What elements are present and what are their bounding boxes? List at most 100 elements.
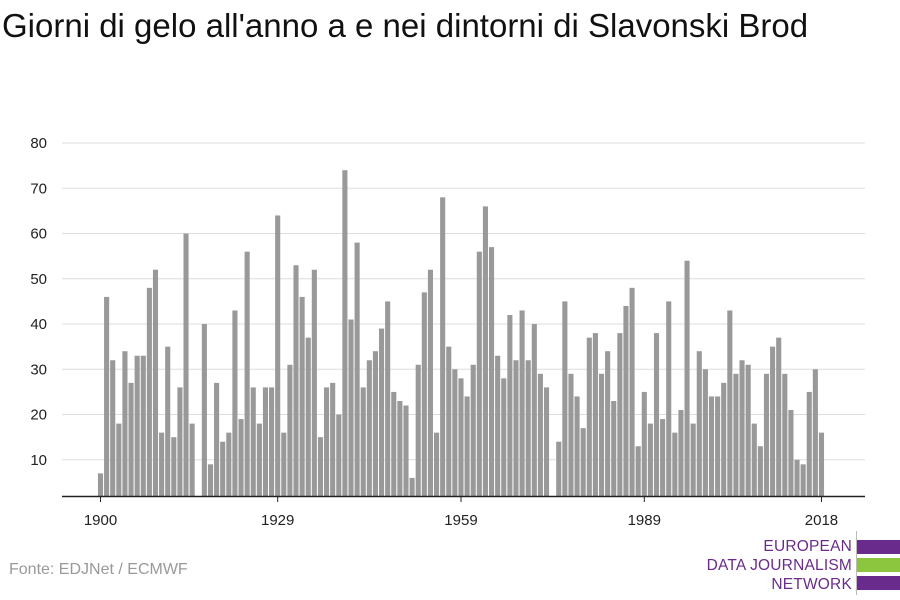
bar-1951[interactable] bbox=[409, 477, 415, 496]
bar-2013[interactable] bbox=[788, 410, 794, 496]
bar-1962[interactable] bbox=[476, 251, 482, 496]
bar-1975[interactable] bbox=[556, 441, 562, 496]
bar-2003[interactable] bbox=[727, 310, 733, 496]
bar-1973[interactable] bbox=[543, 387, 550, 496]
bar-1984[interactable] bbox=[611, 400, 617, 496]
bar-1940[interactable] bbox=[342, 170, 348, 496]
bar-1937[interactable] bbox=[324, 387, 330, 496]
bar-1994[interactable] bbox=[672, 432, 678, 496]
bar-1901[interactable] bbox=[104, 296, 110, 496]
bar-1949[interactable] bbox=[397, 400, 403, 496]
bar-1913[interactable] bbox=[177, 387, 183, 496]
bar-1963[interactable] bbox=[482, 206, 488, 496]
bar-1968[interactable] bbox=[513, 360, 519, 496]
bar-1986[interactable] bbox=[623, 305, 629, 496]
bar-1924[interactable] bbox=[244, 251, 250, 496]
bar-1941[interactable] bbox=[348, 319, 354, 496]
bar-1969[interactable] bbox=[519, 310, 525, 496]
bar-1915[interactable] bbox=[189, 423, 195, 496]
bar-1907[interactable] bbox=[140, 355, 146, 496]
bar-1900[interactable] bbox=[97, 473, 104, 497]
bar-1954[interactable] bbox=[427, 269, 433, 496]
bar-1944[interactable] bbox=[366, 360, 372, 496]
bar-1970[interactable] bbox=[525, 360, 531, 496]
bar-1965[interactable] bbox=[495, 355, 501, 496]
bar-2015[interactable] bbox=[800, 464, 806, 496]
bar-1933[interactable] bbox=[299, 296, 305, 496]
bar-1904[interactable] bbox=[122, 351, 128, 496]
bar-1929[interactable] bbox=[275, 215, 281, 496]
bar-1982[interactable] bbox=[598, 373, 605, 496]
bar-1966[interactable] bbox=[501, 378, 507, 496]
bar-1905[interactable] bbox=[128, 382, 134, 497]
bar-1914[interactable] bbox=[183, 233, 189, 497]
bar-1996[interactable] bbox=[684, 260, 690, 496]
bar-1999[interactable] bbox=[702, 369, 708, 496]
bar-1985[interactable] bbox=[617, 333, 623, 496]
bar-2000[interactable] bbox=[708, 396, 715, 496]
bar-1925[interactable] bbox=[250, 387, 256, 496]
bar-2002[interactable] bbox=[721, 382, 727, 497]
bar-1931[interactable] bbox=[287, 364, 293, 496]
bar-2001[interactable] bbox=[715, 396, 721, 496]
bar-1953[interactable] bbox=[421, 292, 427, 497]
bar-1997[interactable] bbox=[690, 423, 696, 496]
bar-1918[interactable] bbox=[207, 464, 214, 496]
bar-1902[interactable] bbox=[110, 360, 116, 496]
bar-1956[interactable] bbox=[440, 197, 446, 496]
bar-2008[interactable] bbox=[757, 446, 763, 496]
bar-1992[interactable] bbox=[660, 419, 666, 496]
bar-1934[interactable] bbox=[305, 337, 311, 497]
bar-1988[interactable] bbox=[635, 446, 641, 496]
bar-2005[interactable] bbox=[739, 360, 745, 496]
bar-1977[interactable] bbox=[568, 373, 574, 496]
bar-1906[interactable] bbox=[134, 355, 140, 496]
bar-1961[interactable] bbox=[470, 364, 476, 496]
bar-1926[interactable] bbox=[256, 423, 262, 496]
bar-2012[interactable] bbox=[782, 373, 788, 496]
bar-2018[interactable] bbox=[818, 432, 825, 496]
bar-1908[interactable] bbox=[146, 287, 152, 496]
bar-1903[interactable] bbox=[116, 423, 122, 496]
bar-1964[interactable] bbox=[488, 247, 495, 496]
bar-1950[interactable] bbox=[403, 405, 409, 497]
bar-2017[interactable] bbox=[812, 369, 818, 496]
bar-1927[interactable] bbox=[262, 387, 269, 496]
bar-2014[interactable] bbox=[794, 459, 800, 496]
bar-1993[interactable] bbox=[666, 301, 672, 496]
bar-2011[interactable] bbox=[776, 337, 782, 497]
bar-1912[interactable] bbox=[171, 437, 177, 496]
bar-2010[interactable] bbox=[770, 346, 776, 496]
bar-2016[interactable] bbox=[806, 391, 812, 496]
bar-1957[interactable] bbox=[446, 346, 452, 496]
bar-1958[interactable] bbox=[452, 369, 458, 496]
bar-1917[interactable] bbox=[201, 324, 207, 496]
bar-1938[interactable] bbox=[330, 382, 336, 497]
bar-1911[interactable] bbox=[165, 346, 171, 496]
bar-2007[interactable] bbox=[751, 423, 757, 496]
bar-1942[interactable] bbox=[354, 242, 360, 496]
bar-2004[interactable] bbox=[733, 373, 739, 496]
bar-1967[interactable] bbox=[507, 315, 513, 496]
bar-1920[interactable] bbox=[220, 441, 226, 496]
bar-1980[interactable] bbox=[586, 337, 592, 497]
bar-1971[interactable] bbox=[531, 324, 537, 496]
bar-1978[interactable] bbox=[574, 396, 580, 496]
bar-1928[interactable] bbox=[269, 387, 275, 496]
bar-1919[interactable] bbox=[214, 382, 220, 497]
bar-1936[interactable] bbox=[317, 437, 324, 496]
bar-1932[interactable] bbox=[293, 265, 299, 496]
bar-1943[interactable] bbox=[360, 387, 366, 496]
bar-1989[interactable] bbox=[641, 391, 647, 496]
bar-1930[interactable] bbox=[281, 432, 287, 496]
bar-1990[interactable] bbox=[647, 423, 653, 496]
bar-1979[interactable] bbox=[580, 428, 586, 497]
bar-1921[interactable] bbox=[226, 432, 232, 496]
bar-1909[interactable] bbox=[152, 269, 159, 496]
bar-1959[interactable] bbox=[458, 378, 464, 496]
bar-1998[interactable] bbox=[696, 351, 702, 496]
bar-2009[interactable] bbox=[763, 373, 770, 496]
bar-1981[interactable] bbox=[592, 333, 598, 496]
bar-1945[interactable] bbox=[372, 351, 378, 496]
bar-1987[interactable] bbox=[629, 287, 635, 496]
